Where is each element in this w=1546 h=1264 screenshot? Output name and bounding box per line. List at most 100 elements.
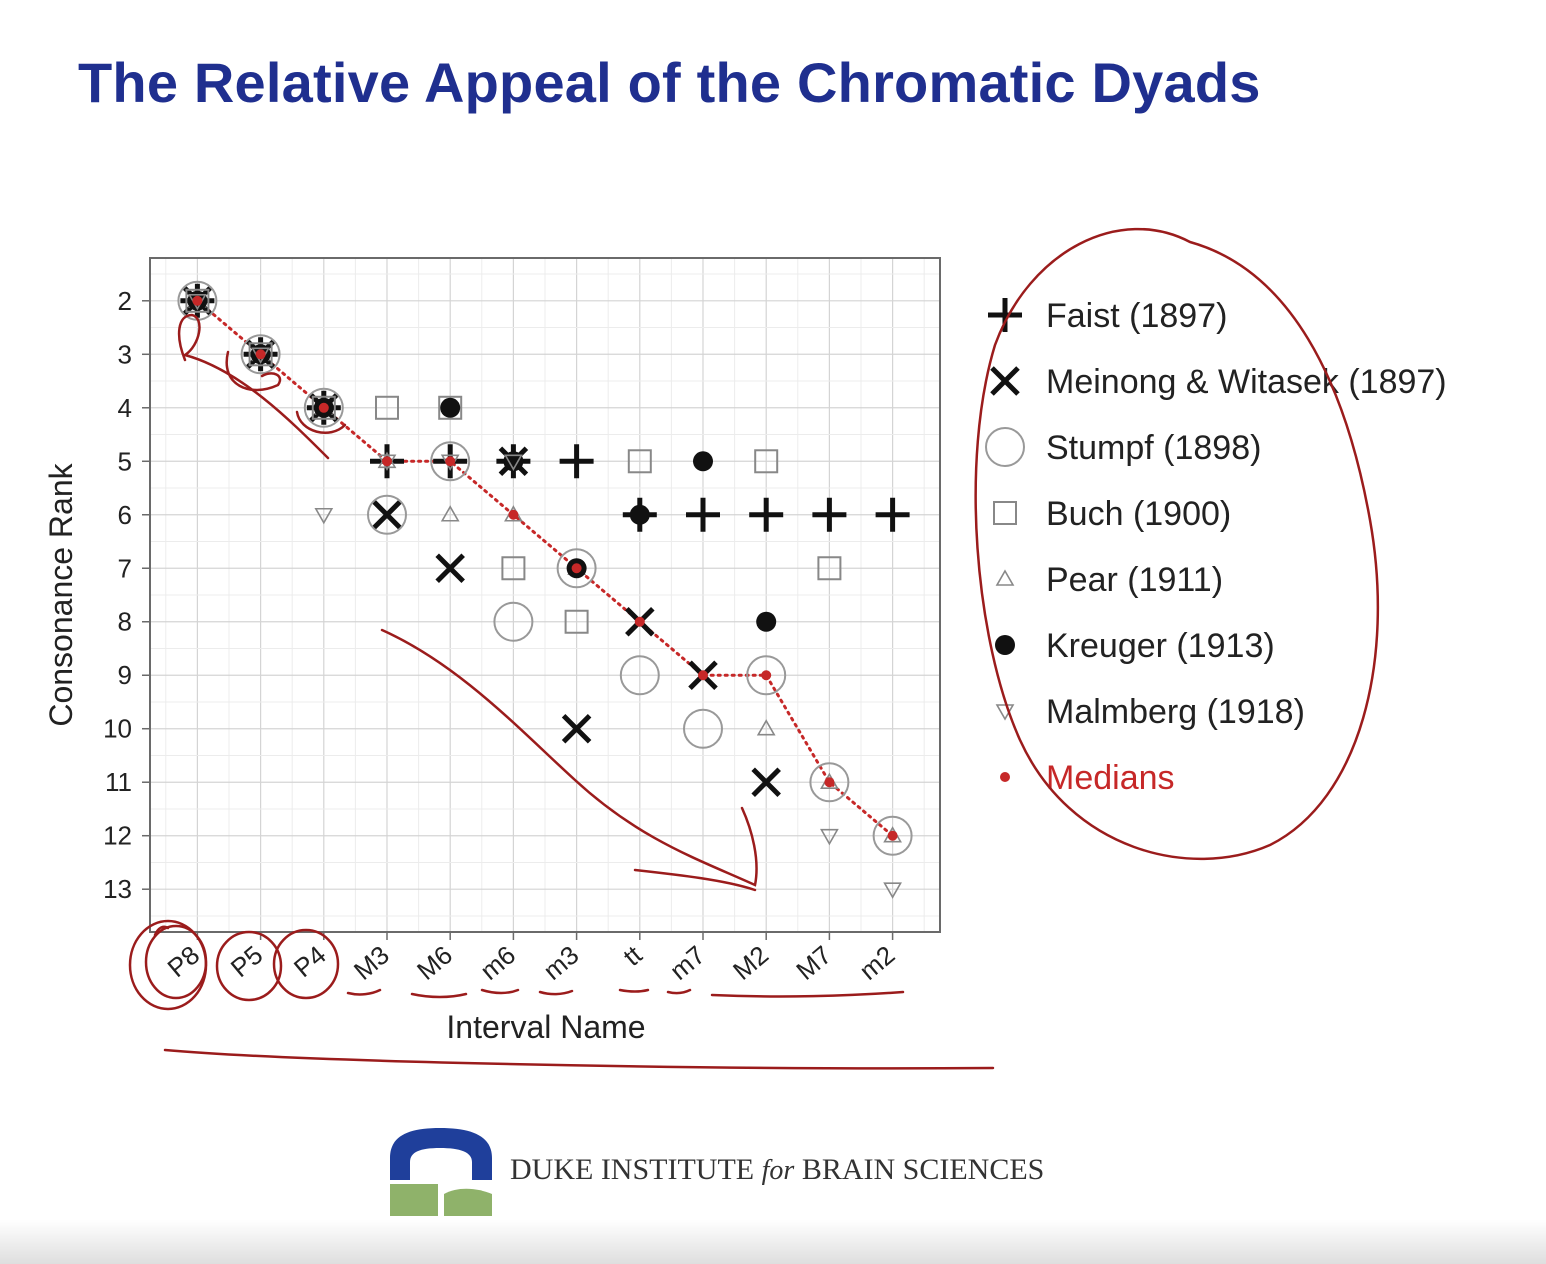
legend-marker-median-dot xyxy=(1000,772,1010,782)
data-point-median-dot xyxy=(571,563,582,574)
data-point-median-dot xyxy=(318,402,329,413)
ink-loop-p4 xyxy=(295,410,347,434)
data-point-dot xyxy=(756,611,777,632)
data-point-median-dot xyxy=(824,777,835,788)
legend-label: Medians xyxy=(1046,759,1175,797)
ink-underline-right-group xyxy=(710,990,905,998)
legend-item: Pear (1911) xyxy=(995,561,1223,599)
median-line xyxy=(195,299,895,838)
y-tick-labels: 2 3 4 5 6 7 8 9 10 11 12 13 xyxy=(103,286,150,904)
legend-marker-square xyxy=(993,501,1017,525)
x-tick-label: M7 xyxy=(790,940,837,986)
legend-marker-circle xyxy=(985,427,1025,467)
x-axis-label: Interval Name xyxy=(446,1009,645,1045)
legend-label: Malmberg (1918) xyxy=(1046,693,1305,731)
data-point-circle xyxy=(493,601,534,642)
data-point-square xyxy=(817,556,842,581)
data-point-x xyxy=(435,553,465,584)
ink-dash-m3 xyxy=(346,988,382,996)
data-point-x xyxy=(372,499,402,530)
plot-frame xyxy=(149,257,941,933)
legend-label: Kreuger (1913) xyxy=(1046,627,1275,665)
data-point-dot xyxy=(693,451,713,472)
x-tick-label: P5 xyxy=(225,940,269,983)
legend: Faist (1897) Meinong & Witasek (1897) Stum… xyxy=(985,297,1447,797)
median-line-path xyxy=(195,299,895,838)
data-point-square xyxy=(311,395,336,420)
data-point-circle xyxy=(240,334,281,375)
data-point-circle xyxy=(367,494,407,535)
ink-dash-m6 xyxy=(410,992,468,999)
y-tick-label: 4 xyxy=(118,393,132,423)
y-tick-label: 9 xyxy=(118,660,132,690)
data-point-triangle-down xyxy=(883,882,902,899)
data-point-triangle-down xyxy=(820,828,839,846)
data-point-square xyxy=(754,449,779,474)
data-point-plus xyxy=(559,444,594,479)
data-point-plus xyxy=(812,497,847,532)
x-tick-label: tt xyxy=(617,939,648,972)
y-tick-label: 11 xyxy=(105,767,132,797)
data-markers xyxy=(177,280,913,899)
footer-org-for: for xyxy=(761,1155,795,1186)
series-circle xyxy=(177,280,913,856)
x-tick-label: m2 xyxy=(853,940,900,986)
data-point-median-dot xyxy=(192,295,203,306)
x-tick-label: M6 xyxy=(411,940,458,986)
y-tick-label: 6 xyxy=(118,500,132,530)
ink-dash-m3-minor xyxy=(538,989,574,996)
data-point-median-dot xyxy=(445,456,456,467)
slide-title: The Relative Appeal of the Chromatic Dya… xyxy=(78,51,1261,114)
data-point-triangle-up xyxy=(756,719,776,736)
data-point-dot xyxy=(440,397,461,418)
data-point-square xyxy=(627,449,652,474)
y-tick-label: 2 xyxy=(118,286,132,316)
legend-label: Buch (1900) xyxy=(1046,495,1231,533)
data-point-median-dot xyxy=(508,509,519,520)
y-axis-label: Consonance Rank xyxy=(43,462,79,726)
legend-item: Stumpf (1898) xyxy=(985,427,1261,467)
data-point-triangle-down xyxy=(314,507,334,525)
y-tick-label: 8 xyxy=(118,607,132,637)
duke-logo-icon xyxy=(390,1128,492,1216)
data-point-circle xyxy=(619,655,660,696)
data-point-circle xyxy=(872,815,913,856)
ink-long-underline xyxy=(163,1048,995,1070)
y-tick-label: 5 xyxy=(118,446,132,476)
data-point-square xyxy=(248,342,273,367)
ink-circle-p4 xyxy=(272,928,340,1000)
data-point-median-dot xyxy=(761,670,772,681)
legend-item: Malmberg (1918) xyxy=(995,693,1305,731)
data-point-plus xyxy=(749,497,784,532)
legend-marker-plus xyxy=(988,298,1022,332)
series-median-dot xyxy=(192,295,898,841)
data-point-triangle-down xyxy=(504,454,523,471)
y-tick-label: 3 xyxy=(118,339,132,369)
legend-marker-dot xyxy=(995,635,1015,655)
data-point-median-dot xyxy=(382,456,392,467)
y-tick-label: 7 xyxy=(118,553,132,583)
x-tick-label: P8 xyxy=(162,940,206,983)
series-square xyxy=(185,288,842,634)
data-point-plus xyxy=(686,497,720,532)
ink-annotations xyxy=(128,227,1380,1070)
data-point-circle xyxy=(746,655,787,696)
legend-item: Meinong & Witasek (1897) xyxy=(990,363,1447,401)
x-tick-label: M3 xyxy=(348,940,395,986)
data-point-median-dot xyxy=(698,670,708,681)
x-tick-labels: P8 P5 P4 M3 M6 m6 m3 tt m7 M2 M7 m2 xyxy=(162,932,900,986)
legend-label: Stumpf (1898) xyxy=(1046,429,1261,467)
footer-org-b: BRAIN SCIENCES xyxy=(794,1153,1045,1186)
legend-label: Faist (1897) xyxy=(1046,297,1227,335)
ink-dash-m7 xyxy=(666,988,692,995)
data-point-square xyxy=(375,395,399,420)
ink-diagonal-sweep xyxy=(380,628,758,887)
y-tick-label: 13 xyxy=(103,874,132,904)
legend-item: Kreuger (1913) xyxy=(995,627,1275,665)
legend-label: Pear (1911) xyxy=(1046,561,1223,599)
data-point-dot xyxy=(629,504,650,525)
x-tick-label: m7 xyxy=(664,940,711,986)
data-point-square xyxy=(185,288,210,313)
data-point-median-dot xyxy=(255,349,266,360)
x-tick-label: P4 xyxy=(288,940,332,983)
